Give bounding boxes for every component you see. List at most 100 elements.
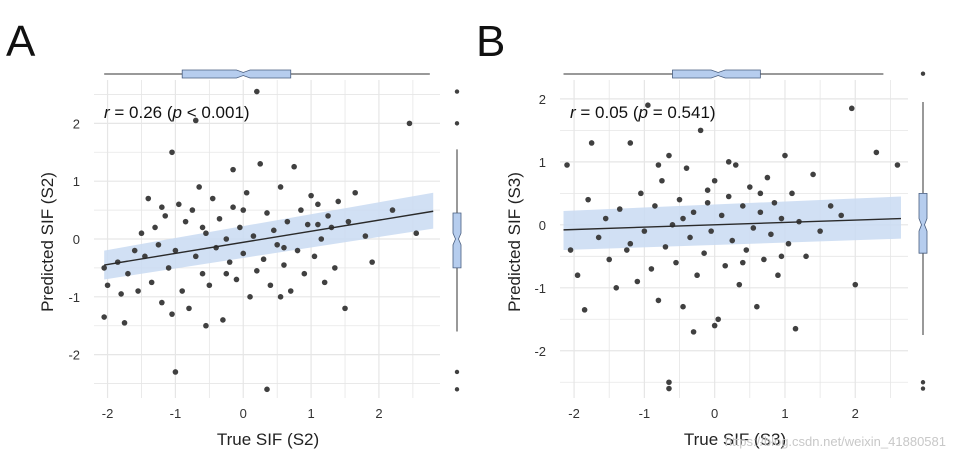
panel-a-data-point [196,184,202,190]
panel-b-data-point [715,316,721,323]
panel-b-data-point [680,215,686,222]
panel-a-data-point [325,213,331,219]
panel-b-data-point [778,253,785,260]
panel-b-data-point [652,203,658,209]
panel-b-data-point [739,203,746,209]
panel-a-data-point [131,247,138,254]
panel-a-data-point [240,207,247,213]
panel-b-data-point [718,212,725,219]
panel-b-data-point [697,127,704,134]
panel-b-data-point [616,206,623,212]
panel-a-data-point [172,369,179,375]
panel-a-data-point [321,279,328,286]
panel-b-data-point [725,159,732,165]
panel-b-data-point [873,149,880,156]
panel-b-ticks: -2 -1 0 1 2 -2 -1 0 1 2 [534,92,858,421]
panel-b-y-box-outlier [920,386,926,391]
panel-b-data-point [729,237,736,244]
panel-b-regression-line [563,217,901,231]
panel-b-data-point [768,231,774,238]
panel-a-data-point [254,268,260,274]
panel-a-data-point [206,282,213,289]
panel-a-data-point [311,253,318,260]
panel-a-data-point [230,166,236,173]
panel-b-y-axis-title: Predicted SIF (S3) [505,172,524,312]
panel-a-data-point [277,294,284,300]
panel-a-data-point [277,184,284,190]
panel-b-data-point [623,247,630,253]
panel-a-data-point [125,270,131,277]
panel-a-data-point [223,236,230,242]
panel-b-data-point [810,171,816,178]
panel-b-data-point [838,212,845,219]
panel-b-data-point [739,259,746,266]
panel-b-data-point [757,209,764,216]
panel-a-data-point [169,311,175,317]
panel-a-data-point [413,230,420,237]
panel-a-data-point [226,259,233,265]
panel-a-data-point [135,288,141,294]
panel-a-y-axis-title: Predicted SIF (S2) [38,172,57,312]
panel-b-confidence-band-area [563,196,901,251]
panel-b-data-point [803,253,809,260]
panel-b-data-point [761,256,767,263]
panel-b-annotation-p: p [638,103,648,122]
panel-b-data-point [638,190,644,197]
panel-a-data-point [223,270,230,277]
panel-b-data-point [659,177,665,184]
panel-a-regression [104,210,434,266]
panel-b-points [564,70,901,392]
watermark: https://blog.csdn.net/weixin_41880581 [725,434,946,449]
panel-b-data-point [852,281,859,288]
panel-a-data-point [274,241,280,248]
panel-a-data-point [165,265,172,271]
panel-a-data-point [162,213,169,219]
panel-a-data-point [281,244,287,251]
panel-b-y-tick-label: -2 [534,344,546,359]
panel-b-y-tick-label: 2 [539,92,546,107]
panel-a-data-point [179,288,185,294]
panel-a-data-point [148,279,155,286]
panel-a-data-point [294,247,301,254]
panel-b-data-point [683,165,690,171]
panel-a-data-point [169,149,175,156]
panel-a-x-tick-label: -2 [102,406,114,421]
panel-b-data-point [704,199,711,206]
panel-b-data-point [673,259,679,266]
panel-a-data-point [284,218,291,225]
panel-a-data-point [121,320,128,326]
panel-a-data-point [301,270,308,277]
panel-a-data-point [264,386,270,393]
panel-a-data-point [389,207,396,213]
panel-a-data-point [189,207,196,213]
panel-a-y-tick-label: 2 [73,116,80,131]
panel-a-data-point [318,236,325,242]
panel-a-data-point [203,322,209,329]
panel-a-data-point [216,215,223,222]
panel-b-data-point [690,209,697,216]
panel-b-data-point [782,152,788,159]
panel-a-data-point [101,314,107,320]
panel-b-data-point [754,303,760,310]
panel-b-data-point [750,225,757,231]
panel-a-data-point [335,198,342,205]
panel-b-x-tick-label: 2 [852,406,859,421]
panel-b-data-point [574,272,581,279]
panel-a-data-point [270,227,277,234]
panel-a-data-point [152,224,158,231]
panel-a-data-point [362,233,369,239]
panel-b-data-point [792,325,799,332]
panel-a-data-point [104,282,111,289]
panel-b-x-tick-label: 0 [711,406,718,421]
panel-a-data-point [287,288,294,294]
panel-b-data-point [666,152,672,159]
panel-b-data-point [627,140,634,146]
panel-b-data-point [711,322,718,329]
panel-b-data-point [722,262,729,269]
panel-b-x-tick-label: -2 [568,406,580,421]
panel-b-y-box [918,192,928,254]
panel-a-data-point [155,241,162,248]
panel-b-data-point [743,247,750,253]
panel-b-annotation-rest: = 0.541) [648,103,716,122]
panel-a-data-point [199,270,206,277]
